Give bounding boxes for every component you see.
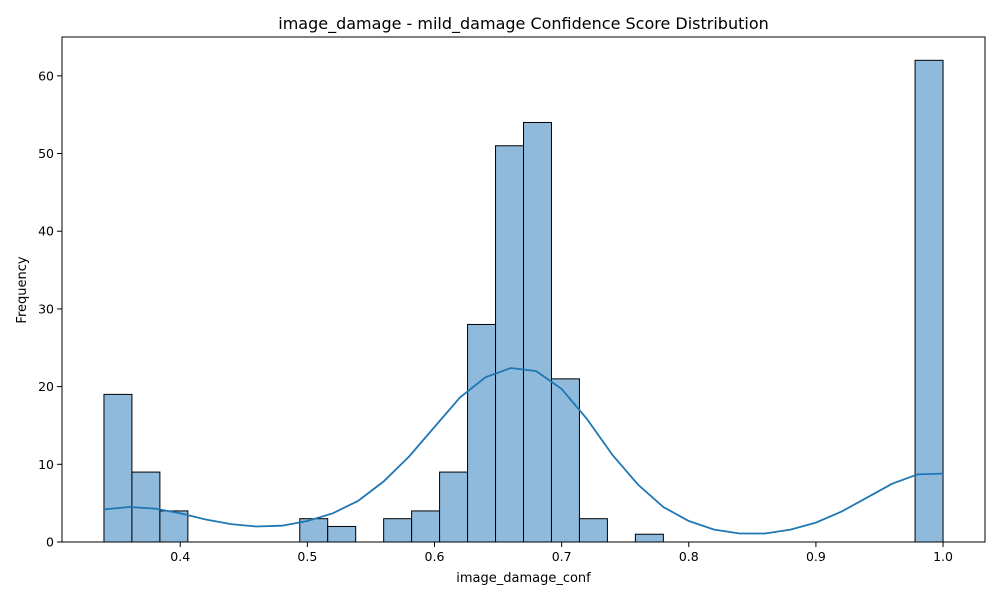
x-tick-label: 0.9 (806, 549, 826, 564)
y-tick-label: 40 (38, 224, 54, 239)
x-tick-label: 0.7 (552, 549, 572, 564)
histogram-bars (103, 59, 944, 543)
y-axis: 0 10 20 30 40 50 60 (38, 68, 62, 550)
histogram-bar (103, 393, 133, 543)
histogram-bar (439, 471, 469, 543)
x-axis: 0.4 0.5 0.6 0.7 0.8 0.9 1.0 (170, 542, 953, 564)
kde-line (103, 367, 944, 535)
x-tick-label: 0.8 (679, 549, 699, 564)
histogram-bar (495, 145, 524, 543)
x-tick-label: 0.6 (425, 549, 445, 564)
y-tick-label: 60 (38, 68, 54, 83)
histogram-bar (914, 59, 944, 543)
plot-frame (61, 36, 986, 543)
histogram-bar (523, 121, 552, 543)
x-axis-label: image_damage_conf (456, 571, 591, 586)
x-tick-label: 0.5 (297, 549, 317, 564)
histogram-bar (550, 378, 580, 543)
histogram-bar (467, 323, 497, 543)
y-tick-label: 20 (38, 379, 54, 394)
y-tick-label: 10 (38, 457, 54, 472)
chart-title: image_damage - mild_damage Confidence Sc… (278, 14, 769, 34)
histogram-bar (411, 510, 441, 543)
histogram-bar (578, 518, 608, 543)
y-axis-label: Frequency (15, 256, 30, 323)
y-tick-label: 0 (46, 535, 54, 550)
histogram-bar (327, 525, 357, 543)
y-tick-label: 30 (38, 301, 54, 316)
x-tick-label: 0.4 (170, 549, 190, 564)
histogram-bar (383, 518, 413, 543)
histogram-bar (634, 533, 664, 543)
histogram-bar (159, 510, 189, 543)
x-tick-label: 1.0 (933, 549, 953, 564)
y-tick-label: 50 (38, 146, 54, 161)
